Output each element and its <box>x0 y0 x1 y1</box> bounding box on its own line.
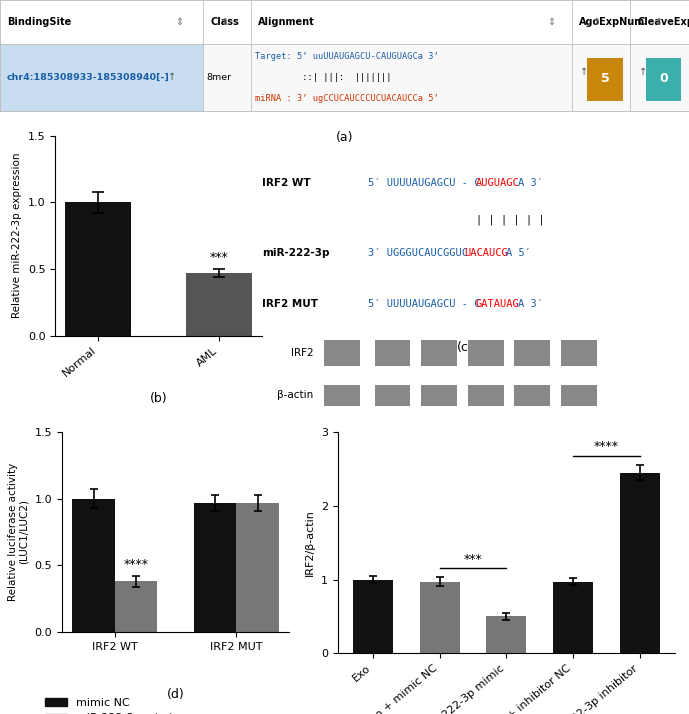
Text: (b): (b) <box>150 391 167 405</box>
Y-axis label: Relative luciferase activity
(LUC1/LUC2): Relative luciferase activity (LUC1/LUC2) <box>8 463 29 601</box>
Text: ⇕: ⇕ <box>592 17 600 27</box>
Text: Class: Class <box>210 17 239 27</box>
Text: (a): (a) <box>336 131 353 144</box>
Bar <box>0 0 203 44</box>
Text: ⇕: ⇕ <box>547 17 555 27</box>
Text: β-actin: β-actin <box>278 391 313 401</box>
Bar <box>572 0 630 44</box>
Text: chr4:185308933-185308940[-]: chr4:185308933-185308940[-] <box>7 73 169 82</box>
Text: A 5′: A 5′ <box>506 248 531 258</box>
Bar <box>251 0 572 44</box>
Bar <box>420 582 460 653</box>
Bar <box>115 581 158 632</box>
Bar <box>620 473 660 653</box>
Bar <box>514 341 550 366</box>
Text: IRF2: IRF2 <box>291 348 313 358</box>
Bar <box>630 44 689 111</box>
Text: Alignment: Alignment <box>258 17 315 27</box>
Bar <box>561 385 597 406</box>
Bar <box>587 58 623 101</box>
Text: AgoExpNum: AgoExpNum <box>579 17 645 27</box>
Bar <box>203 0 251 44</box>
Bar <box>251 44 572 111</box>
Text: Target: 5’ uuUUAUGAGCU-CAUGUAGCa 3’: Target: 5’ uuUUAUGAGCU-CAUGUAGCa 3’ <box>255 51 439 61</box>
Text: UACAUCG: UACAUCG <box>464 248 508 258</box>
Bar <box>421 341 457 366</box>
Bar <box>353 580 393 653</box>
Bar <box>236 503 279 632</box>
Bar <box>375 385 411 406</box>
Text: ***: *** <box>464 553 482 565</box>
Bar <box>486 616 526 653</box>
Text: (d): (d) <box>167 688 185 701</box>
Bar <box>561 341 597 366</box>
Bar <box>186 273 252 336</box>
Text: 5: 5 <box>601 72 609 85</box>
Text: ***: *** <box>209 251 229 263</box>
Bar <box>630 0 689 44</box>
Bar <box>375 341 411 366</box>
Text: BindingSite: BindingSite <box>7 17 71 27</box>
Text: AUGUAGC: AUGUAGC <box>476 178 520 188</box>
Bar <box>514 385 550 406</box>
Text: ↑: ↑ <box>639 67 647 77</box>
Text: miR-222-3p: miR-222-3p <box>262 248 329 258</box>
Text: 5′ UUUUAUGAGCU - C: 5′ UUUUAUGAGCU - C <box>367 178 480 188</box>
Y-axis label: Relative miR-222-3p expression: Relative miR-222-3p expression <box>12 153 22 318</box>
Text: ⇕: ⇕ <box>175 17 183 27</box>
Bar <box>72 498 115 632</box>
Text: 3′ UGGGUCAUCGGUC: 3′ UGGGUCAUCGGUC <box>367 248 468 258</box>
Text: CleaveExpNum: CleaveExpNum <box>637 17 689 27</box>
Bar <box>0 44 203 111</box>
Bar <box>468 341 504 366</box>
Bar <box>646 58 681 101</box>
Text: 5′ UUUUAUGAGCU - C: 5′ UUUUAUGAGCU - C <box>367 299 480 309</box>
Text: IRF2 MUT: IRF2 MUT <box>262 299 318 309</box>
Bar <box>194 503 236 632</box>
Bar <box>421 385 457 406</box>
Text: ::| |||:  |||||||: ::| |||: ||||||| <box>255 73 391 82</box>
Legend: mimic NC, miR-222-3p mimic: mimic NC, miR-222-3p mimic <box>40 693 183 714</box>
Text: IRF2 WT: IRF2 WT <box>262 178 311 188</box>
Bar <box>325 385 360 406</box>
Text: ↑: ↑ <box>168 72 176 83</box>
Text: miRNA : 3’ ugCCUCAUCCCUCUACAUCCa 5’: miRNA : 3’ ugCCUCAUCCCUCUACAUCCa 5’ <box>255 94 439 104</box>
Text: A 3′: A 3′ <box>518 178 543 188</box>
Text: ****: **** <box>594 441 619 453</box>
Bar <box>65 202 131 336</box>
Text: ⇕: ⇕ <box>654 17 662 27</box>
Text: (c): (c) <box>457 341 473 353</box>
Text: 8mer: 8mer <box>207 73 232 82</box>
Text: | | | | | |: | | | | | | <box>476 215 544 226</box>
Bar <box>572 44 630 111</box>
Bar <box>203 44 251 111</box>
Text: ⇕: ⇕ <box>220 17 228 27</box>
Text: 0: 0 <box>659 72 668 85</box>
Text: GATAUAG: GATAUAG <box>476 299 520 309</box>
Bar <box>468 385 504 406</box>
Text: ****: **** <box>124 558 149 570</box>
Text: A 3′: A 3′ <box>518 299 543 309</box>
Bar <box>325 341 360 366</box>
Text: ↑: ↑ <box>580 67 588 77</box>
Y-axis label: IRF2/β-actin: IRF2/β-actin <box>305 509 315 576</box>
Bar <box>553 582 593 653</box>
